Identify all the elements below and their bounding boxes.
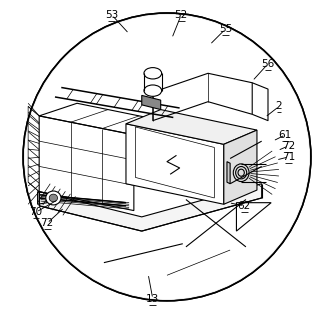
Polygon shape: [224, 130, 257, 204]
Text: 52: 52: [175, 10, 188, 20]
Text: 72: 72: [282, 141, 295, 151]
Ellipse shape: [49, 194, 57, 202]
Text: 62: 62: [238, 201, 251, 211]
Polygon shape: [126, 124, 224, 204]
Polygon shape: [227, 162, 230, 184]
Ellipse shape: [46, 191, 61, 205]
Text: 71: 71: [282, 152, 295, 162]
Ellipse shape: [144, 85, 162, 96]
Text: 70: 70: [29, 207, 42, 217]
Polygon shape: [126, 110, 257, 144]
Circle shape: [25, 15, 309, 299]
Circle shape: [23, 13, 311, 301]
Text: 56: 56: [262, 59, 275, 69]
Ellipse shape: [144, 68, 162, 79]
Text: 13: 13: [146, 294, 159, 304]
Text: 2: 2: [276, 101, 282, 111]
Polygon shape: [39, 184, 262, 231]
Text: 55: 55: [219, 24, 232, 34]
Polygon shape: [142, 95, 161, 110]
Text: 53: 53: [105, 10, 118, 20]
Text: 72: 72: [40, 218, 54, 228]
Text: 61: 61: [279, 130, 292, 140]
